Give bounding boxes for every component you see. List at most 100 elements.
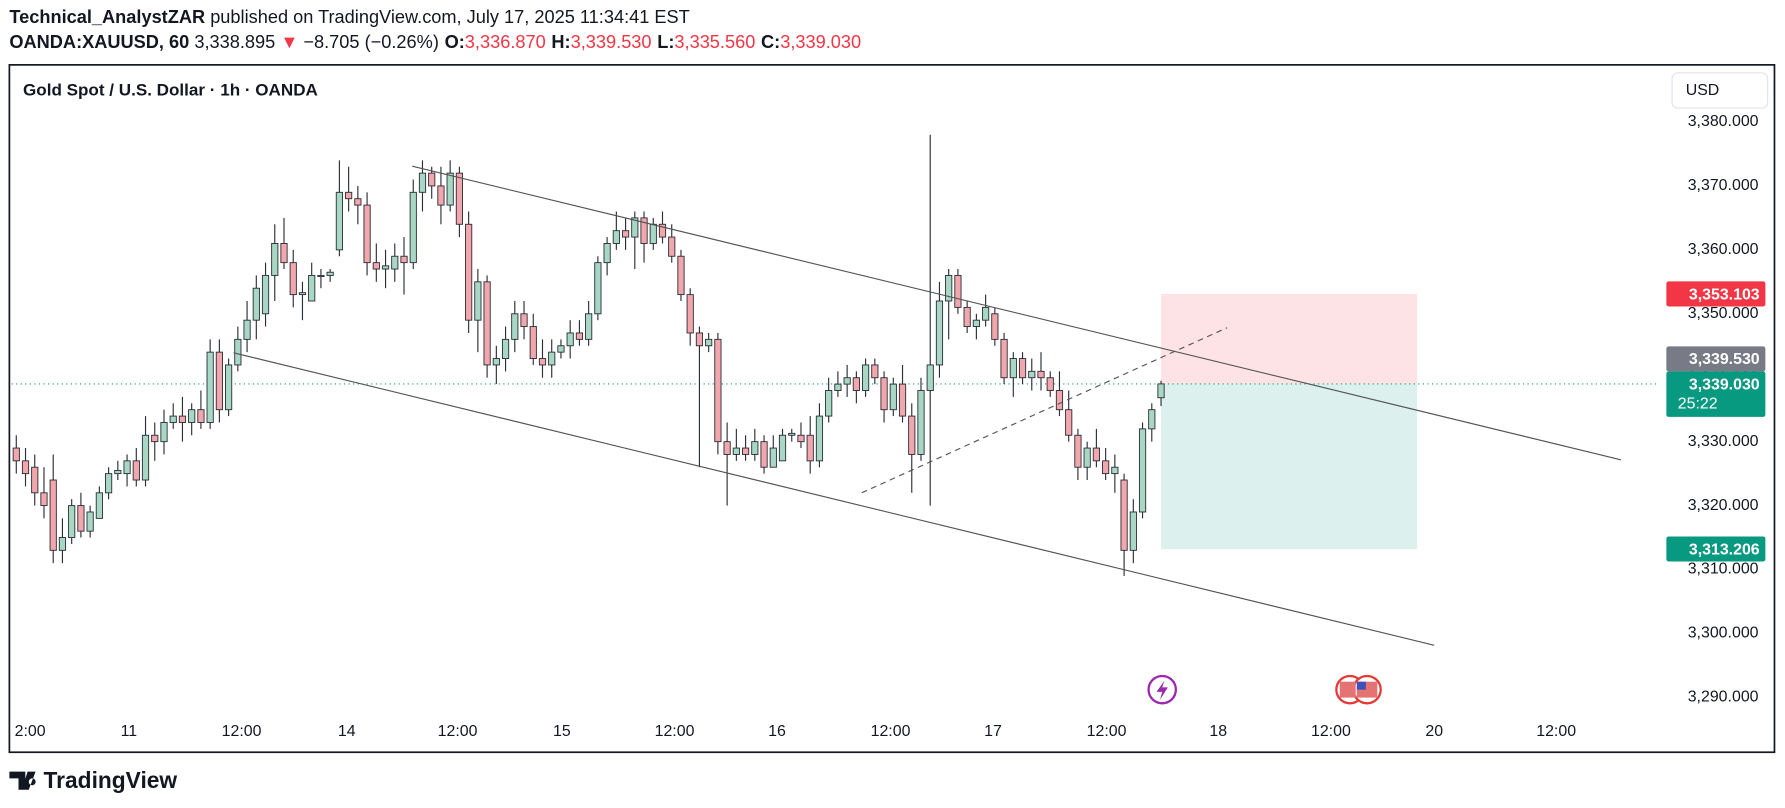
candle-body	[1102, 460, 1110, 475]
candle-body	[686, 294, 694, 334]
candle-body	[289, 262, 297, 296]
candle-body	[141, 434, 150, 481]
brand: TradingView	[44, 767, 178, 793]
ohlc-value: 3,339.030	[780, 32, 861, 52]
candle-body	[58, 537, 67, 551]
candle-body	[991, 313, 999, 340]
candle-body	[215, 351, 223, 411]
author[interactable]: Technical_AnalystZAR	[9, 7, 205, 27]
y-tick-label: 3,310.000	[1688, 561, 1759, 578]
candle-body	[769, 447, 777, 468]
candle-body	[326, 271, 334, 276]
x-tick-label: 16	[768, 723, 786, 740]
x-tick-label: 11	[121, 723, 138, 740]
candle-body	[465, 223, 473, 321]
candle-body	[474, 281, 482, 321]
candle-body	[501, 338, 510, 359]
logo: TradingView	[9, 767, 177, 793]
plot-area	[11, 134, 1660, 576]
candle-body	[40, 492, 48, 507]
y-tick-label: 3,380.000	[1688, 113, 1759, 130]
x-tick-label: 14	[338, 723, 356, 740]
currency-button[interactable]	[1671, 72, 1769, 109]
channel-upper[interactable]	[412, 165, 1621, 461]
price-label: 3,339.030	[1689, 376, 1760, 393]
y-tick-label: 3,360.000	[1688, 241, 1759, 258]
currency[interactable]: USD	[1686, 82, 1720, 99]
candle-body	[1046, 377, 1054, 391]
candle-body	[252, 287, 260, 321]
candle-body	[529, 326, 537, 359]
candle-body	[317, 274, 325, 278]
candle-body	[1000, 338, 1008, 379]
ohlc-key: C:	[761, 32, 780, 52]
candle-body	[760, 441, 768, 468]
candle-body	[520, 313, 528, 328]
candle-body	[225, 364, 233, 411]
chart-title: Gold Spot / U.S. Dollar · 1h · OANDA	[23, 81, 318, 100]
y-tick-label: 3,330.000	[1688, 433, 1759, 450]
candle-body	[354, 198, 362, 206]
x-tick-label: 12:00	[655, 723, 695, 740]
candle-body	[972, 319, 980, 328]
channel-lower[interactable]	[233, 352, 1435, 646]
price-label-box	[1666, 536, 1766, 562]
candle-body	[778, 434, 787, 462]
candle-body	[963, 306, 971, 328]
candle-body	[566, 332, 574, 347]
candle-body	[1065, 409, 1073, 436]
x-tick-label: 2:00	[15, 723, 46, 740]
candle-body	[372, 262, 380, 270]
price-label: 3,339.530	[1689, 351, 1760, 368]
candle-body	[1092, 447, 1100, 462]
x-tick-label: 17	[984, 723, 1002, 740]
ohlc-value: 3,336.870	[465, 32, 546, 52]
candle-body	[21, 460, 30, 475]
candle-body	[649, 223, 657, 244]
candle-body	[234, 338, 242, 366]
y-tick-label: 3,290.000	[1688, 689, 1759, 706]
candle-body	[437, 185, 445, 206]
candle-body	[714, 338, 722, 443]
candle-body	[982, 306, 990, 321]
candle-body	[511, 313, 519, 340]
ohlc-key: O:	[445, 32, 465, 52]
candle-body	[1083, 447, 1091, 468]
candle-body	[732, 447, 740, 455]
candle-body	[49, 479, 57, 551]
candle-body	[1009, 358, 1017, 379]
x-tick-label: 12:00	[1536, 723, 1576, 740]
candle-body	[1037, 370, 1045, 379]
candle-body	[335, 191, 343, 251]
countdown: 25:22	[1678, 396, 1718, 413]
candle-body	[585, 313, 593, 340]
y-tick-label: 3,300.000	[1688, 625, 1759, 642]
dashed-trendline[interactable]	[861, 327, 1228, 494]
candle-body	[668, 236, 676, 257]
target-zone	[1161, 383, 1418, 550]
candle-body	[631, 217, 639, 238]
flag	[1339, 681, 1356, 698]
ohlc-key: H:	[551, 32, 570, 52]
candle-body	[68, 505, 76, 539]
candle-body	[261, 274, 270, 315]
candle-body	[95, 492, 103, 519]
candle-body	[834, 383, 842, 391]
candle-body	[658, 223, 667, 238]
candle-body	[926, 364, 934, 391]
drawings	[233, 165, 1621, 646]
x-tick-label: 20	[1425, 723, 1443, 740]
candle-body	[621, 230, 630, 238]
candle-body	[825, 390, 833, 417]
candle-body	[197, 409, 205, 423]
candle-body	[852, 377, 860, 391]
price-label-box	[1666, 281, 1766, 307]
candle-body	[898, 383, 907, 417]
candle-body	[86, 511, 94, 532]
candle-body	[298, 292, 307, 296]
flag-canton	[1356, 681, 1366, 690]
x-tick-label: 12:00	[1087, 723, 1127, 740]
candle-body	[160, 422, 168, 443]
candle-body	[695, 332, 704, 347]
